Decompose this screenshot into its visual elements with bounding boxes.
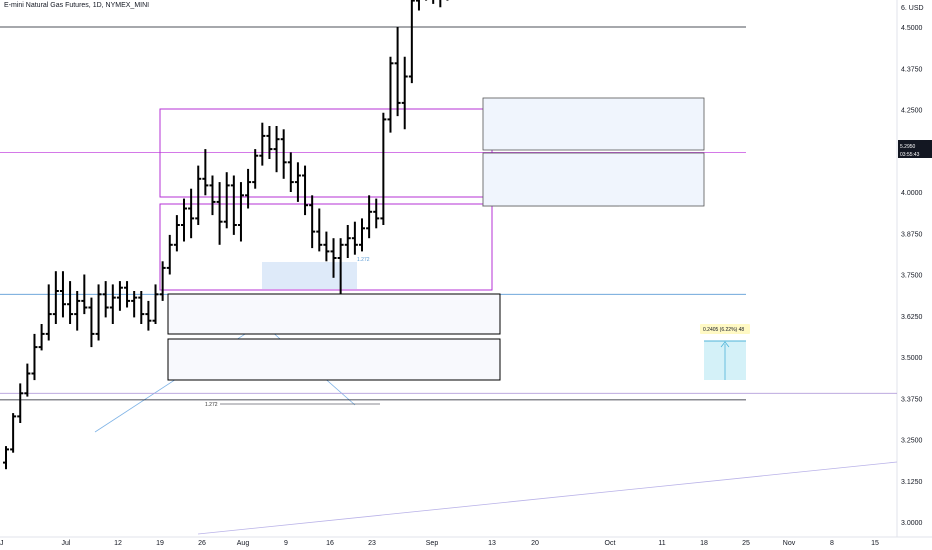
y-tick-label: 3.1250 <box>901 479 923 486</box>
x-tick-label: 25 <box>742 540 750 547</box>
y-tick-label: 3.3750 <box>901 396 923 403</box>
resistance-zone-lower[interactable] <box>482 152 705 207</box>
y-tick-label: 4.2500 <box>901 108 923 115</box>
x-tick-label: 20 <box>531 540 539 547</box>
measure-arrowhead <box>720 341 730 348</box>
y-tick-label: 3.6250 <box>901 314 923 321</box>
y-tick-label: 3.0000 <box>901 520 923 527</box>
chart-title: E-mini Natural Gas Futures, 1D, NYMEX_MI… <box>4 2 150 9</box>
x-tick-label: Oct <box>605 540 616 547</box>
trend-line-lower[interactable] <box>197 461 898 535</box>
y-tick-label: 3.7500 <box>901 273 923 280</box>
x-tick-label: 18 <box>700 540 708 547</box>
x-tick-label: J <box>0 540 4 547</box>
x-tick-label: 12 <box>114 540 122 547</box>
y-tick-label: 3.2500 <box>901 438 923 445</box>
fib-label: 1.272 <box>357 257 370 263</box>
purple-zone-lower[interactable] <box>159 203 493 291</box>
resistance-zone-upper[interactable] <box>482 97 705 151</box>
x-tick-label: 19 <box>156 540 164 547</box>
fib-label: 1.272 <box>205 402 218 408</box>
fib-extension-box[interactable] <box>262 262 357 289</box>
last-price-tag <box>898 140 932 158</box>
x-tick-label: Sep <box>426 540 439 547</box>
x-tick-label: Aug <box>237 540 250 547</box>
y-tick-label: 4.0000 <box>901 190 923 197</box>
x-tick-label: 8 <box>830 540 834 547</box>
x-tick-label: 16 <box>326 540 334 547</box>
x-tick-label: 13 <box>488 540 496 547</box>
x-tick-label: Jul <box>62 540 71 547</box>
measure-label: 0.2405 (6.22%) 48 <box>703 327 744 333</box>
purple-zone-upper[interactable] <box>159 108 493 198</box>
x-tick-label: 23 <box>368 540 376 547</box>
x-tick-label: 11 <box>658 540 665 547</box>
countdown-timer: 03:55:43 <box>900 152 920 158</box>
demand-zone-box[interactable] <box>167 338 501 381</box>
measure-label-bg <box>700 324 750 334</box>
x-tick-label: 26 <box>198 540 206 547</box>
y-tick-label: 4.5000 <box>901 25 923 32</box>
x-tick-label: 15 <box>871 540 879 547</box>
supply-zone-box[interactable] <box>167 293 501 335</box>
y-tick-label: 3.5000 <box>901 355 923 362</box>
last-price-value: 5.2950 <box>900 144 916 150</box>
y-tick-label: 6. USD <box>901 5 924 12</box>
x-tick-label: Nov <box>783 540 796 547</box>
y-tick-label: 4.3750 <box>901 66 923 73</box>
y-tick-label: 3.8750 <box>901 231 923 238</box>
x-tick-label: 9 <box>284 540 288 547</box>
